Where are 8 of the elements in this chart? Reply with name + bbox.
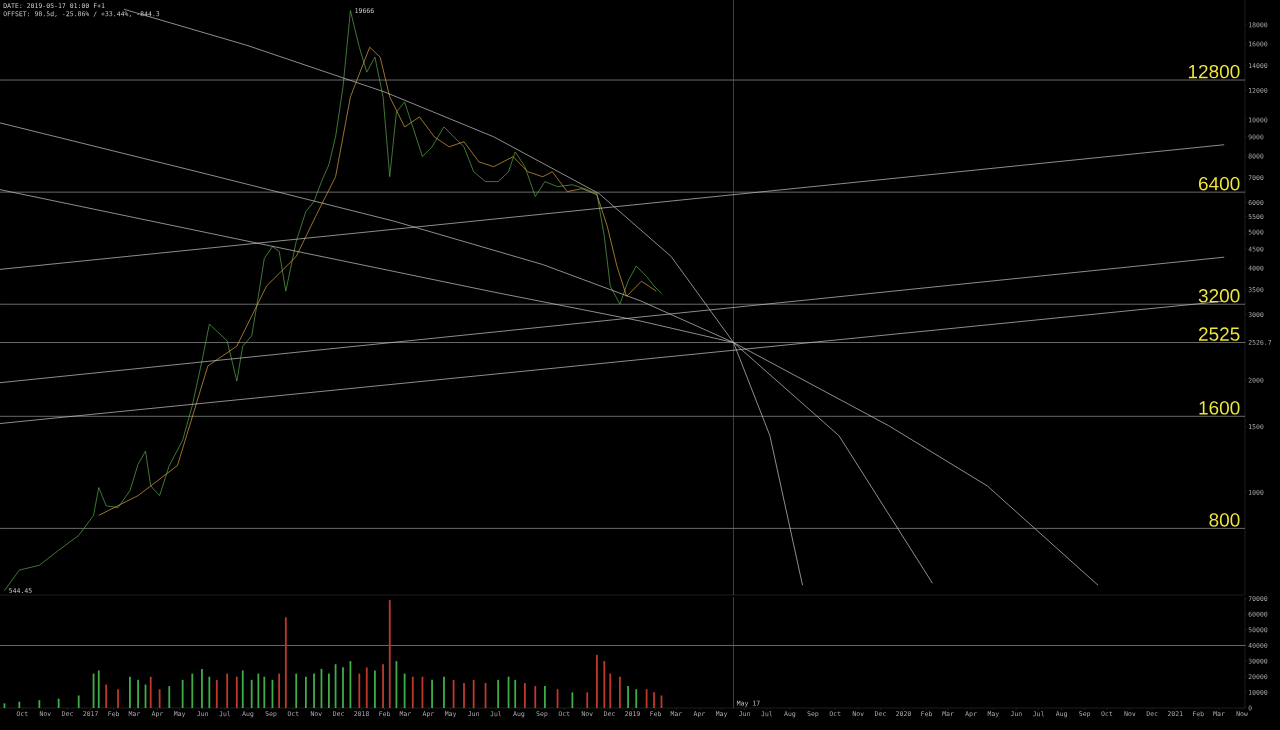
ref-line-label: 12800 (1188, 64, 1240, 79)
line-series (98, 46, 657, 516)
ref-line-label: 800 (1209, 513, 1240, 527)
ref-line-label: 3200 (1198, 289, 1240, 303)
ref-line-label: 1600 (1199, 401, 1240, 415)
ref-line-label: 6400 (1198, 176, 1240, 191)
ref-line-label: 2525 (1198, 327, 1240, 341)
line-series (4, 10, 662, 591)
